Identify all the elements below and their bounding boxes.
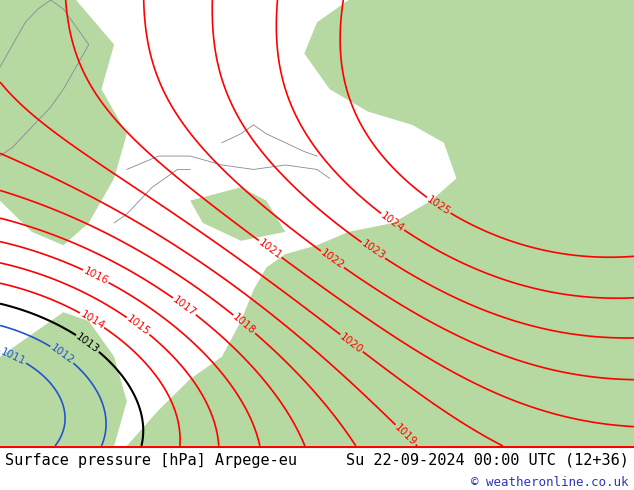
Text: 1021: 1021 [257,237,283,261]
Text: 1018: 1018 [231,312,257,336]
Text: 1017: 1017 [171,294,198,318]
Text: 1015: 1015 [125,314,152,338]
Text: 1023: 1023 [359,239,387,262]
Polygon shape [0,0,63,156]
Text: 1011: 1011 [0,346,27,367]
Polygon shape [127,0,634,446]
Text: Surface pressure [hPa] Arpege-eu: Surface pressure [hPa] Arpege-eu [5,453,297,468]
Text: 1020: 1020 [338,331,365,355]
Polygon shape [444,245,634,446]
Polygon shape [190,187,285,241]
Text: 1024: 1024 [379,210,406,234]
Text: 1014: 1014 [78,309,106,331]
Text: 1013: 1013 [74,331,101,355]
Text: 1022: 1022 [319,247,346,271]
Text: 1019: 1019 [392,422,418,447]
Text: 1012: 1012 [49,343,76,366]
Polygon shape [0,0,127,245]
Text: 1025: 1025 [425,194,452,217]
Polygon shape [0,312,127,446]
Text: © weatheronline.co.uk: © weatheronline.co.uk [472,476,629,489]
Text: 1016: 1016 [82,266,110,286]
Polygon shape [412,0,634,201]
Text: Su 22-09-2024 00:00 UTC (12+36): Su 22-09-2024 00:00 UTC (12+36) [346,453,629,468]
